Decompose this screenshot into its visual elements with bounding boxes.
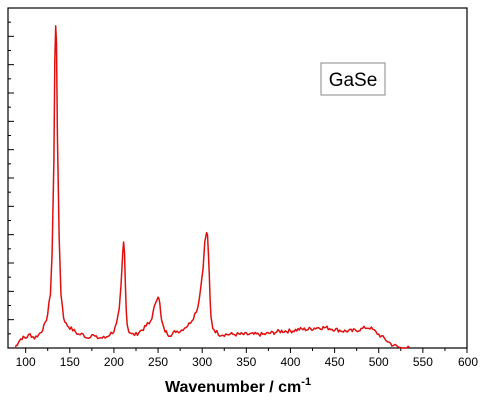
series-line-gase: [14, 25, 411, 349]
x-tick-label: 100: [16, 355, 36, 369]
x-tick-label: 400: [280, 355, 300, 369]
x-axis-title-main: Wavenumber / cm: [165, 379, 301, 396]
x-tick-label: 150: [60, 355, 80, 369]
x-tick-label: 300: [192, 355, 212, 369]
x-axis-title-superscript: -1: [301, 376, 311, 388]
x-tick-label: 350: [236, 355, 256, 369]
x-tick-label: 600: [458, 355, 478, 369]
x-tick-label: 550: [413, 355, 433, 369]
x-tick-label: 500: [369, 355, 389, 369]
x-axis-tick-labels: 100 150 200 250 300 350 400 450 500 550 600: [16, 355, 479, 369]
x-axis-title: Wavenumber / cm-1: [165, 376, 311, 396]
x-tick-label: 200: [104, 355, 124, 369]
y-axis-ticks: [8, 21, 14, 335]
legend-label: GaSe: [329, 70, 378, 91]
plot-frame: [7, 7, 468, 349]
x-tick-label: 250: [148, 355, 168, 369]
x-axis-ticks: [25, 348, 468, 353]
x-tick-label: 450: [325, 355, 345, 369]
legend-box: GaSe: [320, 62, 386, 96]
